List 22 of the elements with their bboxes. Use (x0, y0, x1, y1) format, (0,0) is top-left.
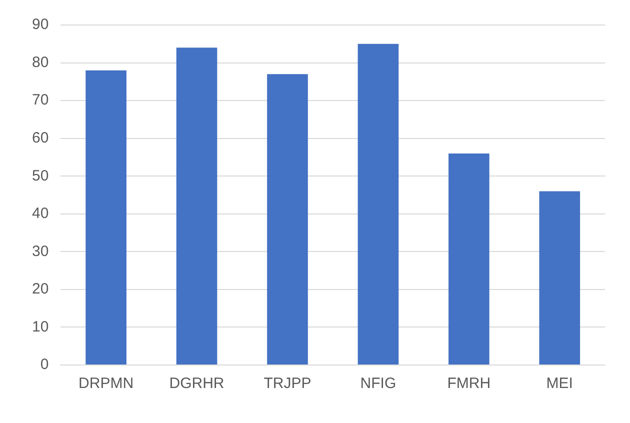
bar (86, 70, 126, 364)
bar (176, 48, 218, 364)
y-tick-label: 20 (32, 280, 49, 298)
bar (448, 153, 490, 364)
y-tick-label: 0 (40, 356, 49, 374)
y-tick-label: 40 (32, 205, 49, 222)
x-tick-label: NFIG (360, 375, 396, 392)
x-tick-label: FMRH (447, 375, 491, 392)
bar (267, 74, 308, 364)
y-tick-label: 50 (32, 167, 49, 184)
x-tick-label: TRJPP (264, 375, 312, 392)
y-tick-label: 60 (32, 129, 49, 146)
x-tick-label: MEI (546, 375, 573, 392)
bar (539, 191, 580, 364)
y-tick-label: 80 (32, 54, 49, 71)
x-tick-label: DRPMN (78, 375, 134, 392)
y-tick-label: 10 (32, 318, 49, 336)
y-tick-label: 30 (32, 242, 49, 260)
y-tick-label: 70 (32, 92, 49, 109)
bar (358, 44, 399, 364)
x-tick-label: DGRHR (169, 375, 224, 392)
y-tick-label: 90 (32, 16, 49, 34)
